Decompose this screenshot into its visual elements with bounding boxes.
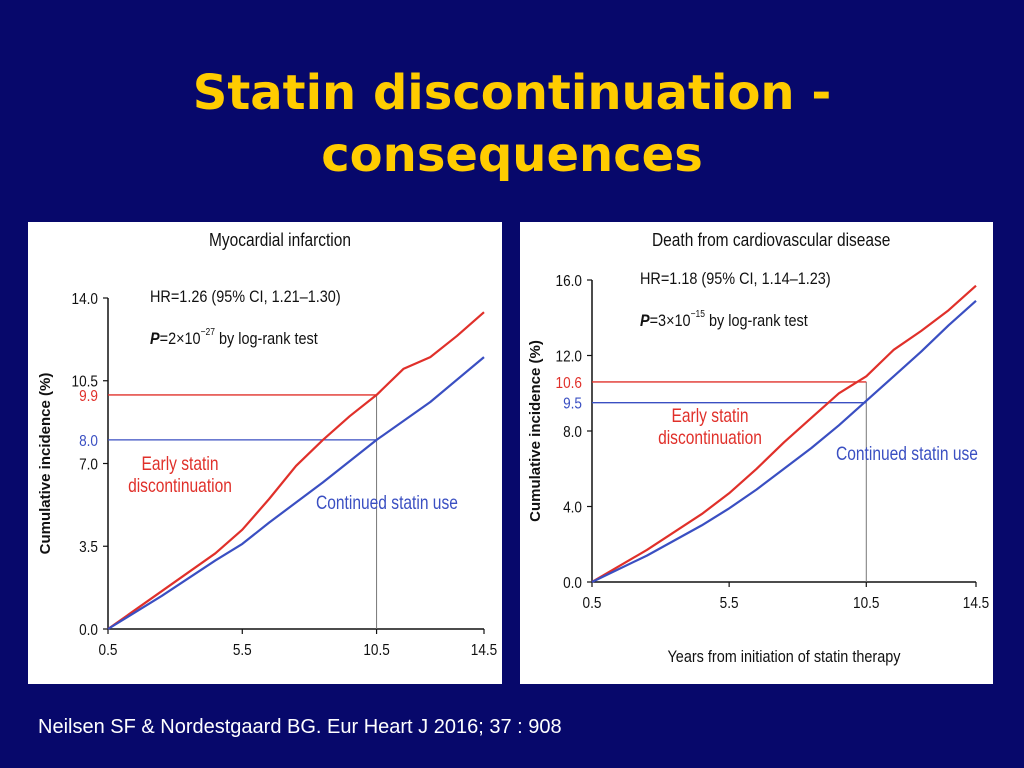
x-tick-label: 0.5 xyxy=(583,595,602,612)
series-line-continued xyxy=(591,299,977,583)
hazard-ratio-text: HR=1.18 (95% CI, 1.14–1.23) xyxy=(640,270,831,288)
footer-citation: Neilsen SF & Nordestgaard BG. Eur Heart … xyxy=(38,716,562,738)
chart-myocardial-infarction: 0.0 3.5 7.0 10.5 14.0 0.5 5.5 10.5 14.5 Cumulativ… xyxy=(37,288,497,659)
series-label: Continued statin use xyxy=(316,492,458,514)
series-label: Continued statin use xyxy=(836,443,978,465)
series-label: discontinuation xyxy=(658,427,762,449)
x-tick-label: 5.5 xyxy=(233,642,252,659)
reference-line-label: 8.0 xyxy=(79,433,98,450)
reference-line-label: 10.6 xyxy=(556,375,582,392)
y-tick-label: 16.0 xyxy=(556,273,582,290)
p-symbol: P xyxy=(150,330,160,348)
chart-panel-cvd-death: Death from cardiovascular disease 0.0 4.0… xyxy=(520,222,993,684)
y-axis-label: Cumulative incidence (%) xyxy=(527,340,544,522)
slide-title-line-2: consequences xyxy=(321,127,703,183)
y-tick-label: 0.0 xyxy=(563,575,582,592)
y-tick-label: 0.0 xyxy=(79,622,98,639)
y-axis-label: Cumulative incidence (%) xyxy=(37,373,54,555)
p-suffix: by log-rank test xyxy=(215,330,318,348)
p-value-text: P=2×10−27 by log-rank test xyxy=(150,326,318,348)
y-tick-label: 3.5 xyxy=(79,539,98,556)
x-tick-label: 0.5 xyxy=(99,642,118,659)
x-tick-label: 10.5 xyxy=(363,642,389,659)
reference-line-label: 9.9 xyxy=(79,388,98,405)
y-tick-label: 7.0 xyxy=(79,457,98,474)
y-tick-label: 4.0 xyxy=(563,500,582,517)
x-tick-label: 5.5 xyxy=(720,595,739,612)
y-tick-label: 8.0 xyxy=(563,424,582,441)
y-tick-label: 10.5 xyxy=(72,374,98,391)
p-value: =2×10 xyxy=(160,330,201,348)
y-tick-label: 14.0 xyxy=(72,291,98,308)
series-label: Early statin xyxy=(141,453,218,475)
p-exponent: −27 xyxy=(201,326,215,337)
slide-title: Statin discontinuation - consequences xyxy=(0,62,1024,186)
series-line-discontinuation xyxy=(107,311,485,630)
chart-title: Myocardial infarction xyxy=(209,230,351,250)
series-line-discontinuation xyxy=(591,284,977,583)
x-axis-label: Years from initiation of statin therapy xyxy=(667,648,900,666)
series-label: Early statin xyxy=(671,405,748,427)
chart-panel-myocardial-infarction: Myocardial infarction 0.0 3.5 7.0 10.5 14.0 0… xyxy=(28,222,502,684)
hazard-ratio-text: HR=1.26 (95% CI, 1.21–1.30) xyxy=(150,288,341,306)
series-label: discontinuation xyxy=(128,475,232,497)
chart-cvd-death: 0.0 4.0 8.0 12.0 16.0 0.5 5.5 10.5 14.5 Cumulativ… xyxy=(527,270,989,666)
x-tick-label: 10.5 xyxy=(853,595,879,612)
x-tick-label: 14.5 xyxy=(471,642,497,659)
reference-line-label: 9.5 xyxy=(563,396,582,413)
p-symbol: P xyxy=(640,312,650,330)
p-value: =3×10 xyxy=(650,312,691,330)
x-tick-label: 14.5 xyxy=(963,595,989,612)
p-value-text: P=3×10−15 by log-rank test xyxy=(640,308,808,330)
y-tick-label: 12.0 xyxy=(556,349,582,366)
chart-title: Death from cardiovascular disease xyxy=(652,230,891,250)
p-suffix: by log-rank test xyxy=(705,312,808,330)
series-line-continued xyxy=(107,356,485,630)
slide-title-line-1: Statin discontinuation - xyxy=(192,65,832,121)
p-exponent: −15 xyxy=(691,308,705,319)
